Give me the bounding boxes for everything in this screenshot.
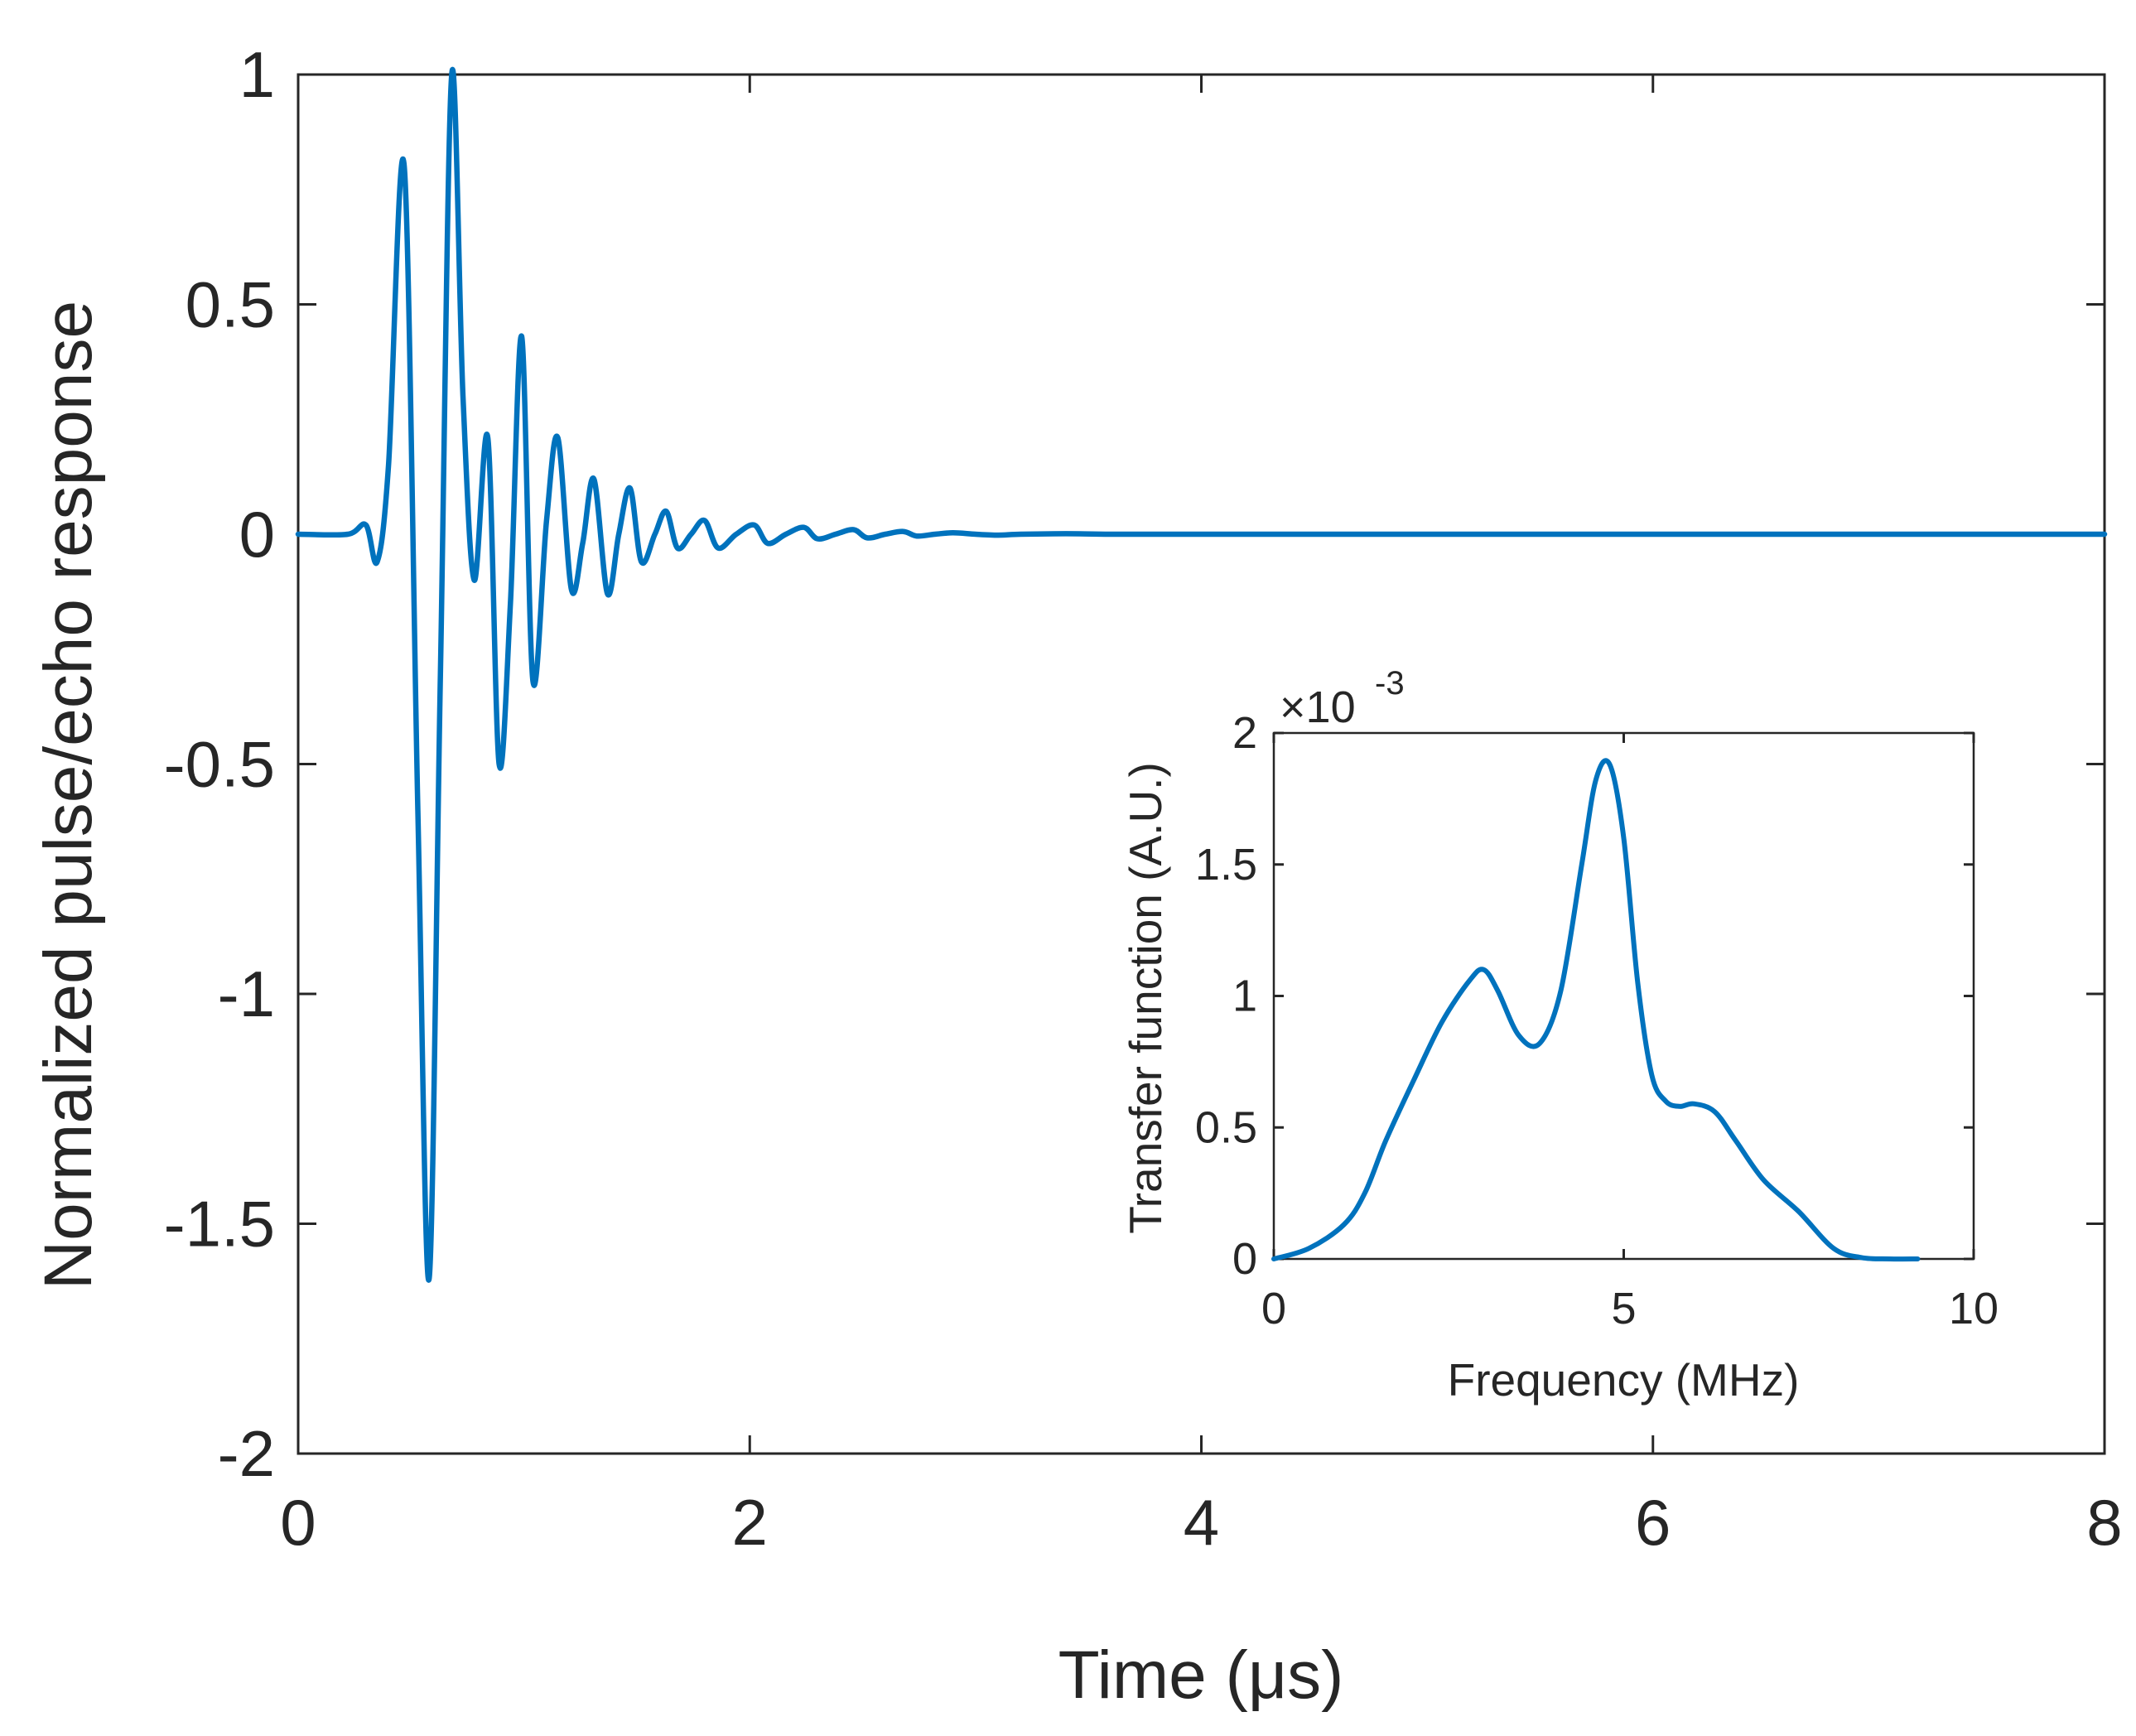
main-y-tick-label: -1 [218, 957, 275, 1030]
main-y-axis-label: Normalized pulse/echo response [31, 301, 106, 1290]
main-x-tick-label: 0 [280, 1486, 316, 1559]
main-y-tick-label: 0.5 [186, 268, 275, 341]
main-series-line [295, 66, 2108, 1283]
inset-x-tick-label: 0 [1261, 1284, 1286, 1333]
inset-series-group [1271, 758, 1921, 1262]
main-axes: 0 2 4 6 8 1 0.5 0 -0.5 -1 -1.5 -2 Time (μs) Normal… [31, 38, 2123, 1713]
main-x-axis-label: Time (μs) [1058, 1637, 1344, 1713]
inset-x-axis-label: Frequency (MHz) [1448, 1354, 1800, 1406]
main-x-ticks: 0 2 4 6 8 [280, 75, 2123, 1559]
inset-x-ticks: 0 5 10 [1261, 733, 1999, 1333]
main-series-group [295, 66, 2108, 1283]
main-y-ticks: 1 0.5 0 -0.5 -1 -1.5 -2 [164, 38, 2105, 1490]
main-y-tick-label: -0.5 [164, 728, 275, 801]
main-y-tick-label: 1 [239, 38, 275, 111]
inset-y-exponent-power: -3 [1375, 665, 1405, 702]
inset-y-tick-label: 2 [1232, 708, 1257, 758]
inset-y-tick-label: 1.5 [1195, 840, 1257, 890]
inset-series-line [1271, 758, 1921, 1262]
inset-y-exponent-base: ×10 [1280, 682, 1356, 732]
main-x-tick-label: 8 [2086, 1486, 2122, 1559]
main-x-tick-label: 4 [1184, 1486, 1219, 1559]
inset-x-tick-label: 10 [1949, 1284, 1999, 1333]
inset-plot-area [1272, 731, 1975, 1261]
inset-y-ticks: 0 0.5 1 1.5 2 [1195, 708, 1974, 1284]
inset-y-tick-label: 0 [1232, 1234, 1257, 1284]
inset-y-tick-label: 1 [1232, 972, 1257, 1021]
inset-y-tick-label: 0.5 [1195, 1102, 1257, 1152]
main-y-tick-label: -2 [218, 1417, 275, 1490]
inset-x-tick-label: 5 [1611, 1284, 1636, 1333]
main-x-tick-label: 6 [1635, 1486, 1671, 1559]
main-y-tick-label: -1.5 [164, 1188, 275, 1261]
inset-y-axis-label: Transfer function (A.U.) [1120, 762, 1171, 1234]
inset-y-exponent: ×10 -3 [1280, 665, 1405, 732]
main-y-tick-label: 0 [239, 498, 275, 571]
inset-axes: 0 5 10 0 0.5 1 1.5 2 Frequency (MHz) Transfer … [1120, 665, 1999, 1406]
main-x-tick-label: 2 [732, 1486, 768, 1559]
